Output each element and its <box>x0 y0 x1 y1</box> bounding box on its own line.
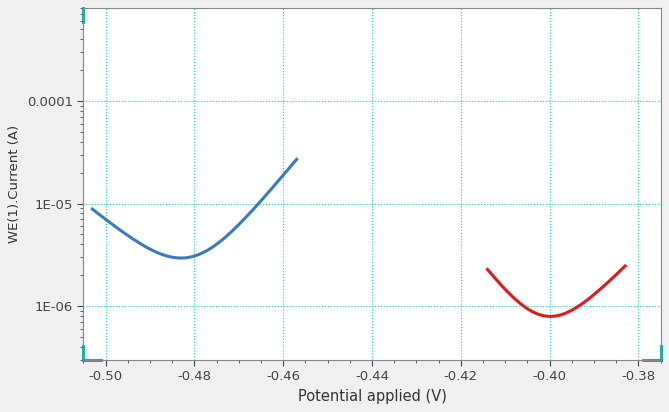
X-axis label: Potential applied (V): Potential applied (V) <box>298 389 446 404</box>
Y-axis label: WE(1).Current (A): WE(1).Current (A) <box>8 125 21 243</box>
